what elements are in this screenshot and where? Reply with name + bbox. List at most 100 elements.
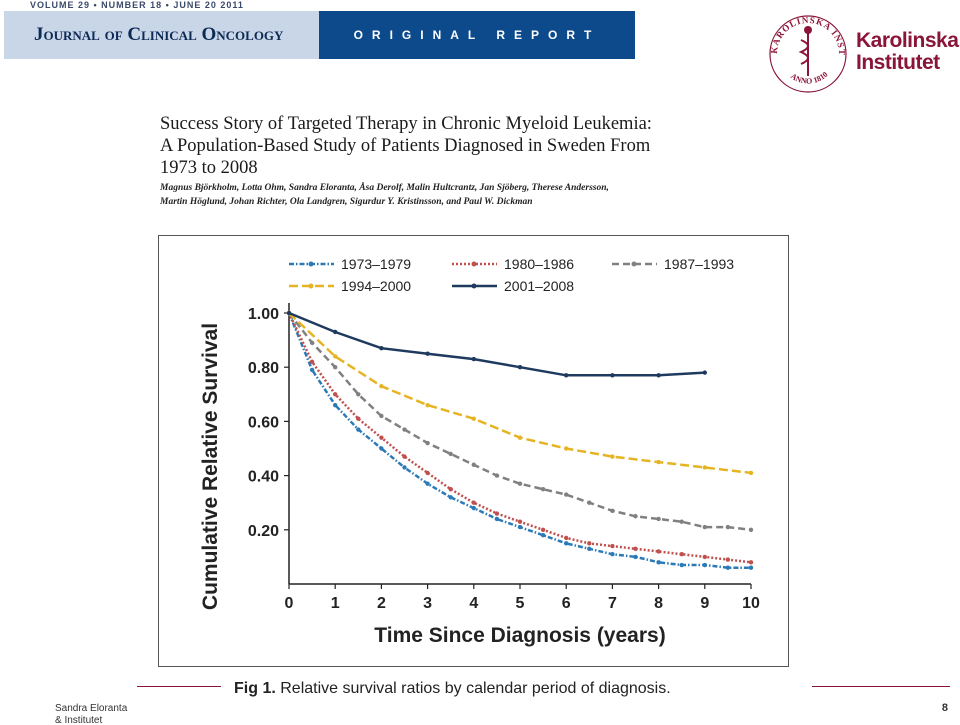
series-2-point <box>425 440 430 446</box>
series-1-point <box>448 486 453 492</box>
series-4-point <box>379 346 384 351</box>
series-line-4 <box>288 311 705 377</box>
survival-chart: 0.20 0.40 0.60 0.80 1.00 0 1 2 3 4 5 6 7 8 9 10 Time Sin… <box>199 256 760 647</box>
institution-name-line1: Karolinska <box>856 29 959 52</box>
section-label: ORIGINAL REPORT <box>353 28 601 42</box>
svg-text:ANNO 1810: ANNO 1810 <box>789 70 829 86</box>
x-tick-label: 0 <box>285 595 294 612</box>
article-authors: Magnus Björkholm, Lotta Ohm, Sandra Elor… <box>160 183 609 207</box>
series-1-point <box>471 500 476 505</box>
series-1-point <box>656 549 661 554</box>
legend-label-3: 1994–2000 <box>341 278 411 294</box>
series-4-point <box>564 373 569 378</box>
series-0-point <box>564 541 569 546</box>
series-1-point <box>587 541 592 546</box>
series-4-point <box>656 373 661 378</box>
series-0-point <box>309 367 315 373</box>
series-2-point <box>587 500 592 505</box>
series-1-point <box>356 416 361 421</box>
series-4-point <box>425 351 430 356</box>
y-tick-label: 1.00 <box>248 306 279 323</box>
y-tick-label: 0.80 <box>248 360 279 377</box>
series-3-point <box>517 435 523 440</box>
footer-rule-right <box>812 686 950 687</box>
x-tick-label: 3 <box>423 595 432 612</box>
journal-name: Journal of Clinical Oncology <box>4 11 319 59</box>
series-3-point <box>379 383 384 389</box>
legend-marker-4 <box>471 283 477 289</box>
karolinska-seal-icon: KAROLINSKA INSTITUTET ANNO 1810 <box>761 2 847 93</box>
legend-marker-2 <box>631 261 637 267</box>
legend-label-1: 1980–1986 <box>504 256 574 272</box>
institution-name: Karolinska Institutet <box>856 29 959 74</box>
x-axis-label: Time Since Diagnosis (years) <box>374 624 665 647</box>
x-tick-label: 6 <box>562 595 571 612</box>
journal-volume-line: VOLUME 29 • NUMBER 18 • JUNE 20 2011 <box>30 0 244 10</box>
institution-name-line2: Institutet <box>856 51 940 74</box>
y-tick-label: 0.20 <box>248 523 279 540</box>
series-line-2 <box>288 312 752 532</box>
series-2-point <box>679 519 684 524</box>
series-2-point <box>494 473 500 478</box>
figure-caption-text: Relative survival ratios by calendar per… <box>280 680 671 697</box>
series-4-point <box>286 310 292 316</box>
legend-label-2: 1987–1993 <box>664 256 734 272</box>
series-0-point <box>540 533 546 538</box>
series-0-point <box>356 427 361 432</box>
series-2-point <box>610 508 615 514</box>
series-3-point <box>425 402 430 408</box>
series-4-point <box>517 365 523 370</box>
series-2-point <box>748 527 754 532</box>
series-3-point <box>748 470 754 476</box>
series-0-point <box>633 554 638 560</box>
series-1-point <box>633 546 638 551</box>
series-2-point <box>656 516 661 522</box>
x-tick-label: 7 <box>608 595 617 612</box>
series-1-point <box>402 454 407 459</box>
series-4-point <box>471 356 476 362</box>
series-0-point <box>725 565 731 570</box>
series-3-point <box>471 416 476 421</box>
series-0-point <box>494 516 500 522</box>
series-2-point <box>702 524 707 530</box>
journal-banner: Journal of Clinical Oncology ORIGINAL RE… <box>4 11 635 59</box>
series-0-point <box>656 560 661 565</box>
legend-label-0: 1973–1979 <box>341 256 411 272</box>
footer-rule-left <box>137 686 221 687</box>
series-0-point <box>679 562 684 568</box>
series-2-point <box>356 392 361 397</box>
x-tick-label: 9 <box>700 595 709 612</box>
x-tick-label: 10 <box>742 595 760 612</box>
series-1-point <box>517 519 523 524</box>
series-3-point <box>656 459 661 465</box>
series-1-point <box>333 392 338 397</box>
figure-frame: 0.20 0.40 0.60 0.80 1.00 0 1 2 3 4 5 6 7 8 9 10 Time Sin… <box>158 235 789 667</box>
legend-marker-0 <box>308 261 314 267</box>
series-1-point <box>702 554 707 560</box>
page-number: 8 <box>941 702 948 714</box>
series-2-point <box>448 451 453 457</box>
series-line-0 <box>287 312 751 569</box>
series-1-point <box>610 543 615 549</box>
series-3-point <box>610 454 615 459</box>
series-2-point <box>402 427 407 432</box>
x-tick-label: 8 <box>654 595 663 612</box>
karolinska-logo: KAROLINSKA INSTITUTET ANNO 1810 Karolins… <box>761 2 959 95</box>
series-3-point <box>564 446 569 451</box>
series-1-point <box>748 560 754 565</box>
series-1-point <box>309 359 315 364</box>
series-0-point <box>425 481 430 486</box>
series-3-point <box>702 465 707 470</box>
x-tick-label: 4 <box>469 595 478 612</box>
series-0-point <box>333 402 338 408</box>
series-2-point <box>333 365 338 370</box>
series-0-point <box>610 551 615 557</box>
y-tick-label: 0.60 <box>248 414 279 431</box>
series-0-point <box>587 546 592 551</box>
series-1-point <box>425 470 430 476</box>
article-title: Success Story of Targeted Therapy in Chr… <box>160 114 652 178</box>
series-2-point <box>471 462 476 467</box>
series-2-point <box>633 514 638 519</box>
series-1-point <box>540 527 546 532</box>
figure-caption: Fig 1. Relative survival ratios by calen… <box>234 680 671 698</box>
